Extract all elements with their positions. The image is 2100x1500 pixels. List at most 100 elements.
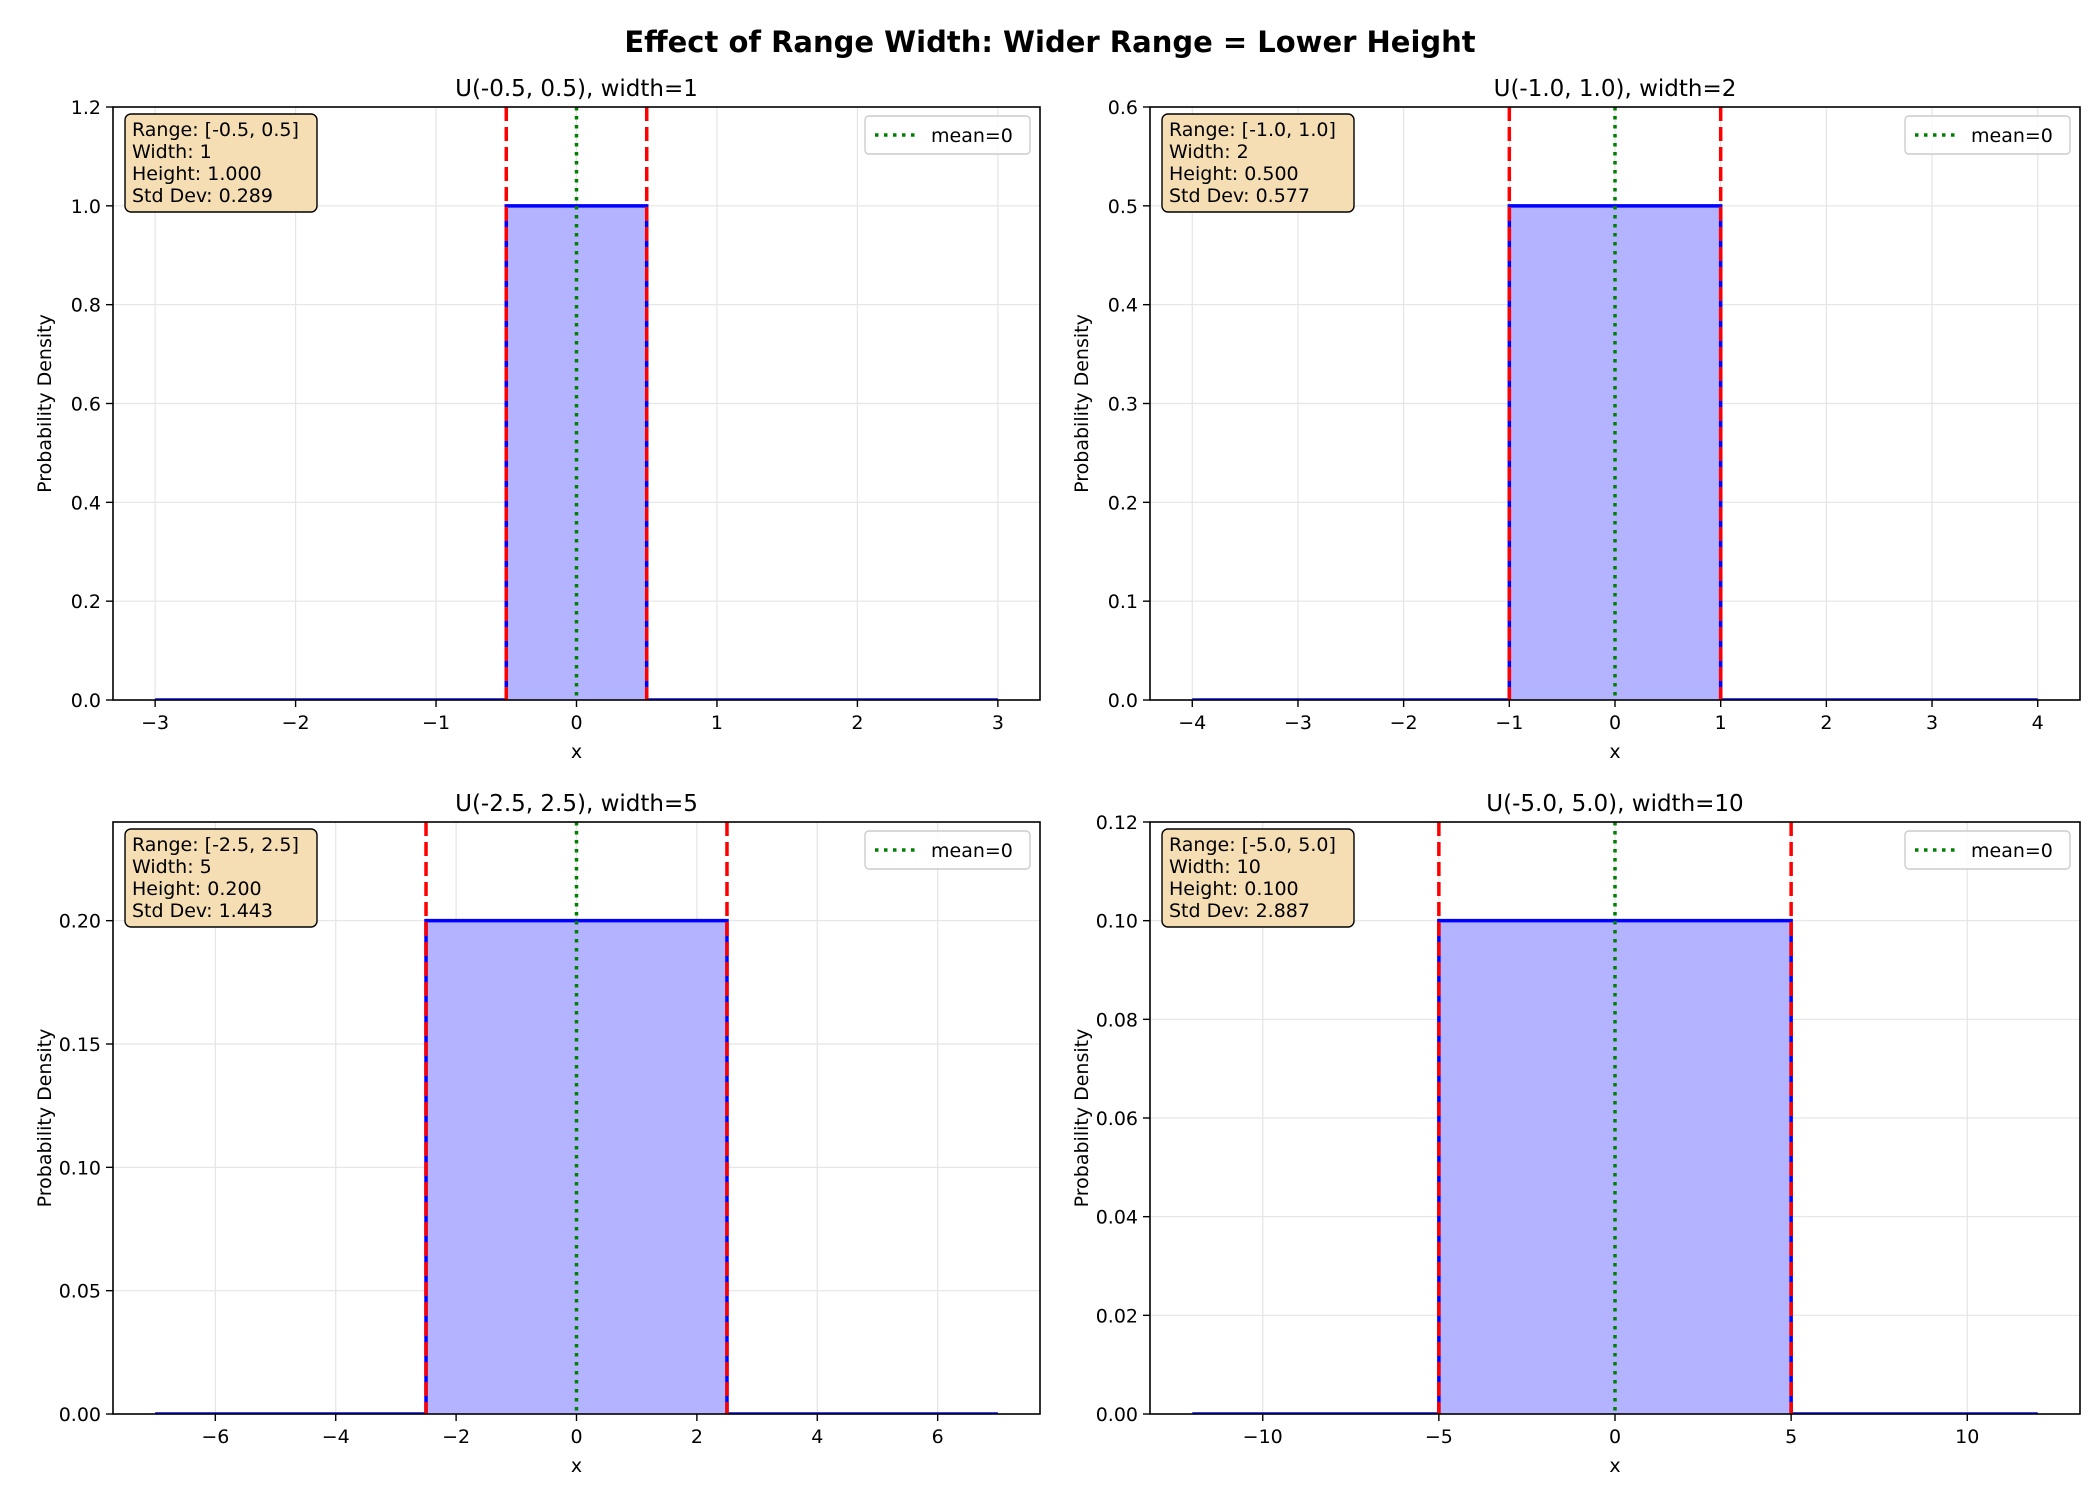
legend-box <box>864 115 1031 155</box>
y-tick-label: 0.00 <box>59 1404 101 1426</box>
y-axis-label: Probability Density <box>34 314 56 493</box>
subplot-4: −10 −5 0 5 10 0.00 0.02 0.04 0.06 0.08 0.10 0.12 U(-… <box>1071 791 2081 1477</box>
info-box-line: Range: [-2.5, 2.5] <box>132 834 299 856</box>
info-box <box>1161 828 1355 928</box>
info-box <box>1161 113 1355 213</box>
x-tick-label: 4 <box>2032 712 2044 734</box>
x-tick-label: 0 <box>1609 1426 1621 1448</box>
y-tick-label: 0.04 <box>1096 1207 1138 1229</box>
info-box-line: Width: 5 <box>132 856 212 878</box>
y-tick-label: 0.1 <box>1108 591 1138 613</box>
y-tick-label: 0.2 <box>71 591 101 613</box>
y-tick-label: 0.06 <box>1096 1108 1138 1130</box>
y-tick-label: 0.4 <box>71 492 101 514</box>
info-box-line: Width: 10 <box>1169 856 1261 878</box>
info-box-line: Range: [-1.0, 1.0] <box>1169 119 1336 141</box>
y-axis-label: Probability Density <box>1071 314 1093 493</box>
x-axis-label: x <box>1609 1455 1620 1477</box>
x-tick-label: −2 <box>282 712 310 734</box>
pdf-line <box>1192 918 2038 1414</box>
info-box-line: Width: 1 <box>132 141 212 163</box>
info-box-line: Range: [-5.0, 5.0] <box>1169 834 1336 856</box>
legend-label: mean=0 <box>931 840 1013 862</box>
info-box <box>124 113 318 213</box>
x-tick-label: 3 <box>992 712 1004 734</box>
pdf-line <box>155 204 998 700</box>
x-tick-label: −2 <box>1390 712 1418 734</box>
y-tick-label: 0.10 <box>59 1157 101 1179</box>
x-tick-label: 1 <box>1715 712 1727 734</box>
y-tick-label: 0.0 <box>1108 690 1138 712</box>
subplot-grid: −3 −2 −1 0 1 2 30.00.20.40.60.81.01.2U(-0.5, 0… <box>34 76 2081 1477</box>
y-tick-label: 0.0 <box>71 690 101 712</box>
info-box-line: Std Dev: 1.443 <box>132 900 273 922</box>
x-tick-label: −1 <box>422 712 450 734</box>
y-tick-label: 0.15 <box>59 1034 101 1056</box>
subplot-title: U(-1.0, 1.0), width=2 <box>1494 76 1737 102</box>
y-axis-label: Probability Density <box>1071 1029 1093 1208</box>
y-axis-label: Probability Density <box>34 1029 56 1208</box>
legend-label: mean=0 <box>1971 840 2053 862</box>
x-tick-label: −4 <box>322 1426 350 1448</box>
y-tick-label: 1.0 <box>71 196 101 218</box>
info-box-line: Height: 0.500 <box>1169 163 1299 185</box>
x-tick-label: 10 <box>1955 1426 1979 1448</box>
x-tick-label: 1 <box>711 712 723 734</box>
info-box-line: Height: 1.000 <box>132 163 262 185</box>
x-tick-label: 5 <box>1785 1426 1797 1448</box>
x-tick-label: 0 <box>570 712 582 734</box>
x-tick-label: 6 <box>932 1426 944 1448</box>
info-box <box>124 828 318 928</box>
x-tick-label: −3 <box>141 712 169 734</box>
subplot-title: U(-2.5, 2.5), width=5 <box>455 791 698 817</box>
x-tick-label: −10 <box>1243 1426 1283 1448</box>
info-box-line: Height: 0.100 <box>1169 878 1299 900</box>
y-tick-label: 0.4 <box>1108 295 1138 317</box>
legend-box <box>1904 115 2071 155</box>
subplot-title: U(-0.5, 0.5), width=1 <box>455 76 698 102</box>
figure-suptitle: Effect of Range Width: Wider Range = Low… <box>624 25 1475 59</box>
y-tick-label: 0.08 <box>1096 1009 1138 1031</box>
info-box-line: Height: 0.200 <box>132 878 262 900</box>
y-tick-label: 0.10 <box>1096 911 1138 933</box>
y-tick-label: 0.2 <box>1108 492 1138 514</box>
info-box-line: Std Dev: 0.577 <box>1169 185 1310 207</box>
x-tick-label: 3 <box>1926 712 1938 734</box>
info-box-line: Std Dev: 2.887 <box>1169 900 1310 922</box>
x-tick-label: 2 <box>691 1426 703 1448</box>
legend-box <box>1904 830 2071 870</box>
y-tick-label: 0.02 <box>1096 1305 1138 1327</box>
x-tick-label: 2 <box>851 712 863 734</box>
y-tick-label: 0.20 <box>59 911 101 933</box>
x-tick-label: 0 <box>1609 712 1621 734</box>
x-tick-label: −2 <box>442 1426 470 1448</box>
pdf-line <box>155 918 998 1414</box>
info-box-line: Width: 2 <box>1169 141 1249 163</box>
y-tick-label: 0.5 <box>1108 196 1138 218</box>
x-tick-label: −5 <box>1425 1426 1453 1448</box>
y-tick-label: 0.00 <box>1096 1404 1138 1426</box>
x-tick-label: 0 <box>570 1426 582 1448</box>
subplot-2: −4 −3 −2 −1 0 1 2 3 4 0.0 0.1 0.2 0.3 0.4 0.5 0.6 U(-1.0… <box>1071 76 2081 763</box>
y-tick-label: 0.12 <box>1096 812 1138 834</box>
subplot-3: −6 −4 −2 0 2 4 6 0.00 0.05 0.10 0.15 0.20 U(-2.5, 2.… <box>34 791 1041 1477</box>
y-tick-label: 0.6 <box>71 394 101 416</box>
y-tick-label: 0.05 <box>59 1281 101 1303</box>
x-axis-label: x <box>571 1455 582 1477</box>
subplot-1: −3 −2 −1 0 1 2 3 0.0 0.2 0.4 0.6 0.8 1.0 1.2 U(-0.5, 0… <box>34 76 1041 763</box>
legend-box <box>864 830 1031 870</box>
y-tick-label: 0.6 <box>1108 97 1138 119</box>
x-tick-label: 2 <box>1820 712 1832 734</box>
y-tick-label: 0.3 <box>1108 394 1138 416</box>
x-tick-label: −1 <box>1495 712 1523 734</box>
y-tick-label: 0.8 <box>71 295 101 317</box>
y-tick-label: 1.2 <box>71 97 101 119</box>
x-axis-label: x <box>1609 741 1620 763</box>
x-tick-label: −4 <box>1178 712 1206 734</box>
legend-label: mean=0 <box>1971 125 2053 147</box>
x-tick-label: 4 <box>811 1426 823 1448</box>
x-tick-label: −6 <box>201 1426 229 1448</box>
legend-label: mean=0 <box>931 125 1013 147</box>
info-box-line: Std Dev: 0.289 <box>132 185 273 207</box>
